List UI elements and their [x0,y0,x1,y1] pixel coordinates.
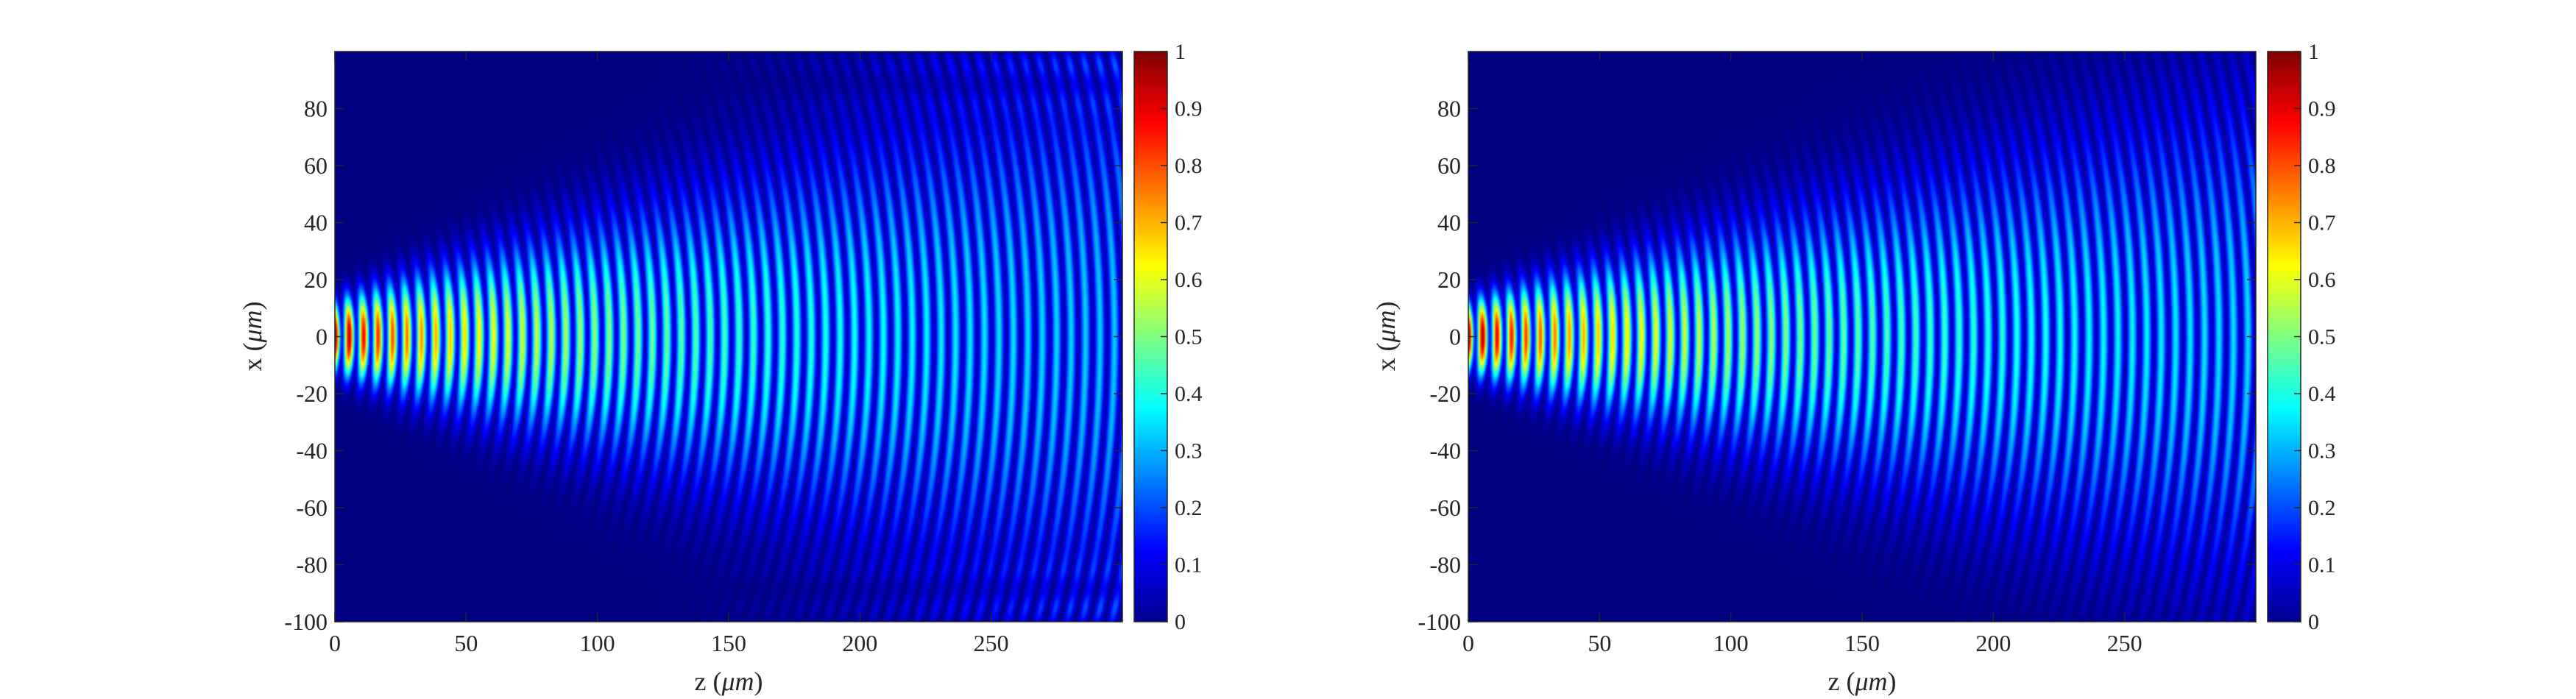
colorbar-tick-label: 0 [2308,610,2319,634]
y-tick-label: 80 [304,96,328,122]
colorbar-tick-label: 0.6 [1175,268,1203,292]
colorbar-tick-label: 0.4 [1175,382,1203,406]
y-ticks-right: -100 -80 -60 -40 -20 0 20 40 60 80 [1418,96,2256,635]
colorbar-ticks-right: 0 0.1 0.2 0.3 0.4 0.5 0.6 0.7 0.8 0.9 1 [2294,40,2336,634]
y-tick-label: -100 [1418,608,1461,635]
x-ticks-left: 0 50 100 150 200 250 [329,52,1009,656]
y-axis-label-left: x (μm) [238,301,267,371]
colorbar-tick-label: 0.5 [1175,325,1203,350]
heatmap-image-right [1468,52,2256,622]
y-tick-label: 0 [1449,324,1461,350]
x-tick-label: 150 [1844,630,1880,656]
x-ticks-right: 0 50 100 150 200 250 [1462,52,2142,656]
y-tick-label: 0 [316,324,328,350]
y-tick-label: -40 [296,438,328,464]
y-tick-label: 60 [1437,152,1461,179]
colorbar-ticks-left: 0 0.1 0.2 0.3 0.4 0.5 0.6 0.7 0.8 0.9 1 [1161,40,1203,634]
y-tick-label: -100 [284,608,328,635]
colorbar-tick-label: 0.4 [2308,382,2336,406]
y-tick-label: 80 [1437,96,1461,122]
y-tick-label: 40 [1437,210,1461,236]
y-ticks-left: -100 -80 -60 -40 -20 0 20 40 60 80 [284,96,1122,635]
y-tick-label: -20 [1429,380,1461,407]
colorbar-tick-label: 0.5 [2308,325,2336,350]
colorbar-tick-label: 0.8 [1175,154,1203,178]
colorbar-tick-label: 0.2 [1175,496,1203,520]
y-tick-label: -40 [1429,438,1461,464]
x-axis-label-left: z (μm) [694,667,762,696]
y-tick-label: 60 [304,152,328,179]
x-tick-label: 200 [842,630,877,656]
colorbar-tick-label: 0.6 [2308,268,2336,292]
x-tick-label: 50 [454,630,478,656]
colorbar-tick-label: 0.3 [2308,439,2336,464]
colorbar-tick-label: 0.1 [2308,553,2336,578]
colorbar-tick-label: 0.7 [1175,211,1203,235]
colorbar-tick-label: 0.7 [2308,211,2336,235]
heatmap-image-left [335,52,1122,622]
y-axis-label-right: x (μm) [1371,301,1401,371]
heatmap-panel-left: 0 50 100 150 200 250 -100 -80 -60 -40 -20 0 20 40 60 8… [238,40,1203,696]
y-tick-label: -60 [1429,494,1461,521]
x-tick-label: 0 [1462,630,1474,656]
y-tick-label: -60 [296,494,328,521]
x-tick-label: 250 [974,630,1009,656]
colorbar-tick-label: 0.1 [1175,553,1203,578]
x-tick-label: 200 [1975,630,2011,656]
colorbar-tick-label: 0.3 [1175,439,1203,464]
colorbar-tick-label: 0.2 [2308,496,2336,520]
y-tick-label: -20 [296,380,328,407]
x-tick-label: 150 [711,630,746,656]
y-tick-label: -80 [1429,552,1461,578]
y-tick-label: 20 [304,266,328,293]
x-tick-label: 250 [2107,630,2142,656]
colorbar-tick-label: 1 [1175,40,1186,64]
x-tick-label: 100 [580,630,615,656]
colorbar-tick-label: 1 [2308,40,2319,64]
y-tick-label: 20 [1437,266,1461,293]
x-tick-label: 0 [329,630,341,656]
heatmap-panel-right: 0 50 100 150 200 250 -100 -80 -60 -40 -20 0 20 40 60 8… [1371,40,2336,696]
x-axis-label-right: z (μm) [1827,667,1896,696]
colorbar-tick-label: 0.9 [1175,97,1203,121]
colorbar-tick-label: 0.9 [2308,97,2336,121]
y-tick-label: -80 [296,552,328,578]
colorbar-tick-label: 0.8 [2308,154,2336,178]
x-tick-label: 50 [1588,630,1611,656]
y-tick-label: 40 [304,210,328,236]
colorbar-tick-label: 0 [1175,610,1186,634]
x-tick-label: 100 [1713,630,1749,656]
